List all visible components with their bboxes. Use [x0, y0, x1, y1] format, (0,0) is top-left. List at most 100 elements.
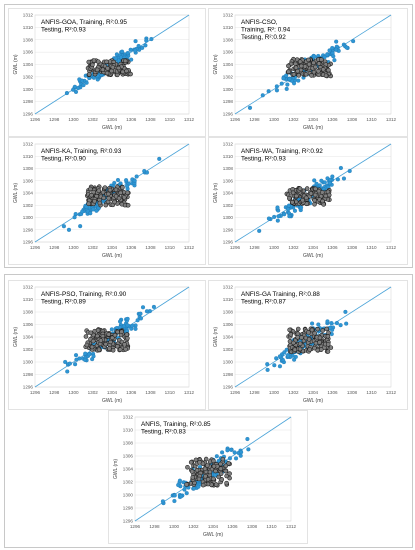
testing-point — [211, 464, 217, 469]
training-point — [144, 309, 149, 314]
training-point — [260, 93, 265, 98]
y-axis-label: GWL (m) — [213, 54, 219, 74]
testing-point — [297, 341, 303, 347]
training-point — [316, 322, 321, 327]
testing-point — [118, 190, 123, 196]
testing-point — [309, 73, 314, 78]
y-tick-label: 1310 — [23, 297, 34, 302]
y-tick-label: 1308 — [123, 441, 134, 446]
training-point — [149, 37, 154, 42]
testing-point — [325, 342, 331, 347]
testing-point — [105, 66, 110, 71]
training-point — [73, 362, 78, 367]
y-tick-label: 1310 — [123, 428, 134, 433]
training-point — [184, 491, 189, 496]
testing-point — [107, 346, 112, 351]
training-point — [272, 363, 277, 368]
testing-point — [205, 463, 210, 468]
training-point — [72, 215, 77, 220]
x-axis-label: GWL (m) — [303, 398, 323, 404]
x-tick-label: 1302 — [88, 390, 99, 395]
y-tick-label: 1304 — [223, 62, 234, 67]
scatter-plot-anfis-ka: 1296 1298 1300 1302 1304 1306 1308 1310 1312 1296… — [13, 142, 195, 259]
training-point — [274, 356, 279, 361]
testing-point — [220, 456, 226, 462]
training-point — [282, 212, 287, 217]
y-tick-label: 1306 — [23, 50, 34, 55]
training-point — [144, 170, 150, 175]
y-tick-label: 1312 — [123, 415, 134, 420]
testing-point — [94, 67, 100, 73]
x-tick-label: 1302 — [188, 524, 199, 529]
training-point — [312, 178, 317, 183]
testing-point — [83, 334, 89, 339]
x-tick-label: 1298 — [49, 245, 60, 250]
training-point — [284, 73, 289, 78]
testing-point — [313, 64, 318, 70]
testing-point — [306, 330, 311, 335]
x-axis-label: GWL (m) — [203, 532, 223, 538]
training-point — [239, 450, 244, 455]
chart-panel-anfis-ga: 1296 1298 1300 1302 1304 1306 1308 1310 1312 1296… — [208, 280, 408, 410]
x-tick-label: 1310 — [366, 390, 377, 395]
training-point — [225, 448, 230, 453]
testing-point — [288, 332, 294, 337]
testing-point — [84, 342, 90, 348]
testing-point — [315, 326, 320, 332]
y-tick-label: 1312 — [23, 142, 34, 147]
y-tick-label: 1302 — [223, 203, 234, 208]
training-point — [83, 351, 88, 356]
testing-point — [325, 334, 331, 339]
testing-point — [227, 475, 232, 481]
training-point — [310, 321, 315, 326]
testing-point — [320, 67, 326, 72]
training-point — [220, 450, 225, 455]
testing-point — [95, 328, 101, 333]
y-tick-label: 1306 — [223, 322, 234, 327]
testing-point — [124, 68, 129, 74]
x-axis-label: GWL (m) — [102, 125, 122, 131]
x-tick-label: 1310 — [266, 524, 277, 529]
training-point — [287, 214, 292, 219]
y-tick-label: 1304 — [123, 467, 134, 472]
x-tick-label: 1304 — [308, 117, 319, 122]
training-point — [344, 45, 349, 50]
y-tick-label: 1310 — [23, 25, 34, 30]
training-point — [327, 48, 332, 53]
testing-point — [116, 195, 122, 201]
x-tick-label: 1306 — [126, 390, 137, 395]
testing-point — [112, 199, 117, 205]
testing-point — [89, 344, 95, 350]
testing-point — [110, 64, 116, 70]
x-tick-label: 1312 — [386, 117, 397, 122]
x-tick-label: 1296 — [30, 390, 41, 395]
y-axis-label: GWL (m) — [13, 54, 19, 74]
testing-point — [97, 200, 103, 206]
y-tick-label: 1296 — [23, 240, 34, 245]
annotation-line: ANFIS, Training, R²:0.85 — [141, 421, 211, 428]
x-tick-label: 1308 — [347, 390, 358, 395]
testing-point — [320, 198, 325, 204]
testing-point — [207, 469, 213, 475]
annotation-line: Testing, R²:0.90 — [41, 155, 86, 162]
y-tick-label: 1296 — [23, 112, 34, 117]
training-point — [247, 105, 253, 110]
training-point — [78, 224, 83, 229]
annotation-line: ANFIS-WA, Training, R²:0.92 — [241, 148, 323, 155]
testing-point — [88, 186, 93, 192]
testing-point — [106, 191, 111, 197]
training-point — [138, 311, 143, 316]
testing-point — [291, 340, 296, 346]
x-tick-label: 1304 — [208, 524, 219, 529]
plot-area — [234, 143, 392, 243]
training-point — [281, 76, 286, 81]
x-tick-label: 1302 — [288, 245, 299, 250]
testing-point — [213, 482, 219, 487]
testing-point — [117, 347, 123, 352]
testing-series — [85, 184, 131, 208]
testing-point — [318, 347, 324, 352]
x-tick-label: 1302 — [288, 117, 299, 122]
testing-point — [189, 469, 195, 474]
y-tick-label: 1298 — [223, 99, 234, 104]
